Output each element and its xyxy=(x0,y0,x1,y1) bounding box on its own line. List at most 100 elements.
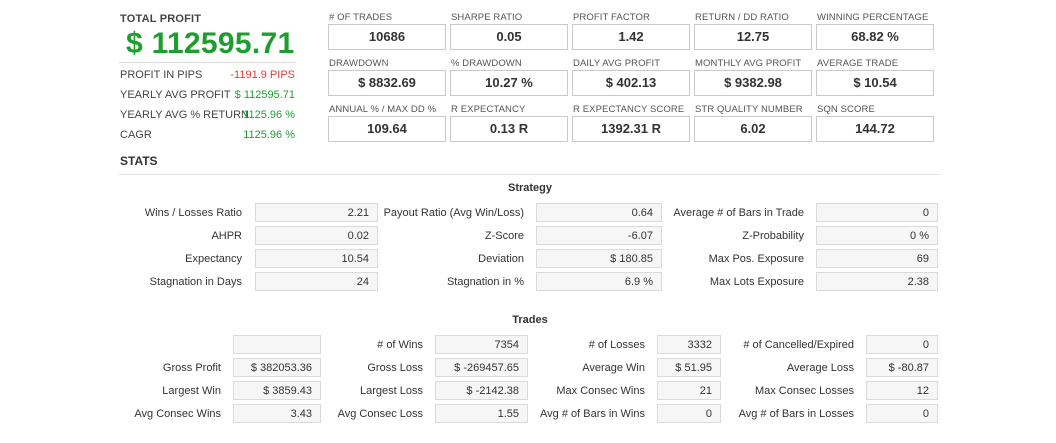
kpi-value: 10.27 % xyxy=(450,70,568,96)
kpi-label: WINNING PERCENTAGE xyxy=(817,12,929,23)
kpi-card-annual-max-dd: ANNUAL % / MAX DD % 109.64 xyxy=(328,104,446,148)
kpi-value: 10686 xyxy=(328,24,446,50)
kpi-card-monthly-avg-profit: MONTHLY AVG PROFIT $ 9382.98 xyxy=(694,58,812,102)
cagr-row: CAGR 1125.96 % xyxy=(120,129,295,147)
kpi-value: 12.75 xyxy=(694,24,812,50)
strategy-stat-label: Stagnation in Days xyxy=(149,276,242,288)
kpi-value: $ 8832.69 xyxy=(328,70,446,96)
kpi-label: ANNUAL % / MAX DD % xyxy=(329,104,437,115)
trades-stat-label: Gross Profit xyxy=(162,362,221,374)
strategy-stat-label: Z-Probability xyxy=(742,230,804,242)
strategy-stat-value: 24 xyxy=(255,272,378,291)
strategy-stat-label: Expectancy xyxy=(185,253,242,265)
trades-stat-value: 0 xyxy=(866,404,938,423)
trades-stat-label: Gross Loss xyxy=(367,362,423,374)
trades-section-title: Trades xyxy=(512,314,548,326)
total-profit-divider xyxy=(119,62,296,63)
yearly-avg-return-label: YEARLY AVG % RETURN xyxy=(120,109,249,121)
strategy-stat-label: Max Pos. Exposure xyxy=(708,253,804,265)
trades-stat-value: $ -269457.65 xyxy=(435,358,528,377)
trades-stat-value: 21 xyxy=(657,381,721,400)
strategy-stat-value: 10.54 xyxy=(255,249,378,268)
yearly-avg-profit-label: YEARLY AVG PROFIT xyxy=(120,89,231,101)
kpi-value: 68.82 % xyxy=(816,24,934,50)
strategy-stat-value: 2.21 xyxy=(255,203,378,222)
kpi-value: 1.42 xyxy=(572,24,690,50)
kpi-value: $ 402.13 xyxy=(572,70,690,96)
profit-in-pips-label: PROFIT IN PIPS xyxy=(120,69,203,81)
kpi-label: SHARPE RATIO xyxy=(451,12,523,23)
strategy-stat-label: Deviation xyxy=(478,253,524,265)
kpi-label: DAILY AVG PROFIT xyxy=(573,58,661,69)
kpi-card-average-trade: AVERAGE TRADE $ 10.54 xyxy=(816,58,934,102)
kpi-card-profit-factor: PROFIT FACTOR 1.42 xyxy=(572,12,690,56)
trades-stat-value: $ -80.87 xyxy=(866,358,938,377)
trades-stat-label xyxy=(21,335,221,355)
kpi-label: R EXPECTANCY SCORE xyxy=(573,104,685,115)
strategy-stat-value: 6.9 % xyxy=(536,272,662,291)
trades-stat-label: # of Losses xyxy=(588,339,645,351)
kpi-label: # OF TRADES xyxy=(329,12,393,23)
kpi-label: % DRAWDOWN xyxy=(451,58,522,69)
kpi-card-winning-percentage: WINNING PERCENTAGE 68.82 % xyxy=(816,12,934,56)
kpi-value: 144.72 xyxy=(816,116,934,142)
trades-stat-value: $ -2142.38 xyxy=(435,381,528,400)
trades-stat-value: 7354 xyxy=(435,335,528,354)
strategy-stat-label: Max Lots Exposure xyxy=(709,276,804,288)
kpi-card-r-expectancy-score: R EXPECTANCY SCORE 1392.31 R xyxy=(572,104,690,148)
total-profit-title: TOTAL PROFIT xyxy=(120,13,202,25)
yearly-avg-profit-value: $ 112595.71 xyxy=(234,89,295,101)
kpi-label: RETURN / DD RATIO xyxy=(695,12,789,23)
trades-stat-label: # of Wins xyxy=(377,339,423,351)
strategy-stat-value: $ 180.85 xyxy=(536,249,662,268)
kpi-card-daily-avg-profit: DAILY AVG PROFIT $ 402.13 xyxy=(572,58,690,102)
kpi-card-drawdown: DRAWDOWN $ 8832.69 xyxy=(328,58,446,102)
kpi-card-r-expectancy: R EXPECTANCY 0.13 R xyxy=(450,104,568,148)
trades-stat-value: $ 3859.43 xyxy=(233,381,321,400)
yearly-avg-return-row: YEARLY AVG % RETURN 1125.96 % xyxy=(120,109,295,127)
strategy-stat-label: Wins / Losses Ratio xyxy=(144,207,242,219)
trades-stat-value: 1.55 xyxy=(435,404,528,423)
kpi-label: DRAWDOWN xyxy=(329,58,389,69)
strategy-stat-label: Stagnation in % xyxy=(446,276,524,288)
trades-stat-label: Avg # of Bars in Wins xyxy=(540,408,645,420)
kpi-card-drawdown: % DRAWDOWN 10.27 % xyxy=(450,58,568,102)
kpi-value: 0.05 xyxy=(450,24,568,50)
kpi-value: 6.02 xyxy=(694,116,812,142)
trades-stat-label: Avg Consec Wins xyxy=(134,408,221,420)
strategy-stat-label: AHPR xyxy=(211,230,242,242)
strategy-section-title: Strategy xyxy=(507,182,553,194)
trades-stat-label: Average Win xyxy=(582,362,645,374)
profit-in-pips-value: -1191.9 PIPS xyxy=(230,69,295,81)
strategy-stat-label: Average # of Bars in Trade xyxy=(673,207,804,219)
trades-stat-label: Largest Win xyxy=(162,385,221,397)
yearly-avg-profit-row: YEARLY AVG PROFIT $ 112595.71 xyxy=(120,89,295,107)
strategy-stat-label: Payout Ratio (Avg Win/Loss) xyxy=(383,207,524,219)
trades-stat-label: # of Cancelled/Expired xyxy=(743,339,854,351)
strategy-stat-value: 69 xyxy=(816,249,938,268)
trades-stat-label: Avg # of Bars in Losses xyxy=(738,408,854,420)
trades-stat-value xyxy=(233,335,321,354)
trades-stat-label: Average Loss xyxy=(786,362,854,374)
yearly-avg-return-value: 1125.96 % xyxy=(243,109,295,121)
kpi-label: PROFIT FACTOR xyxy=(573,12,650,23)
kpi-card-of-trades: # OF TRADES 10686 xyxy=(328,12,446,56)
trades-stat-label: Largest Loss xyxy=(360,385,423,397)
kpi-value: 0.13 R xyxy=(450,116,568,142)
kpi-value: $ 9382.98 xyxy=(694,70,812,96)
trades-stat-label: Max Consec Wins xyxy=(556,385,645,397)
strategy-stat-label: Z-Score xyxy=(484,230,524,242)
kpi-label: AVERAGE TRADE xyxy=(817,58,899,69)
kpi-card-str-quality-number: STR QUALITY NUMBER 6.02 xyxy=(694,104,812,148)
total-profit-value: $ 112595.71 xyxy=(126,27,295,60)
strategy-stat-value: 0 % xyxy=(816,226,938,245)
trades-stat-label: Avg Consec Loss xyxy=(337,408,423,420)
trades-stat-value: $ 382053.36 xyxy=(233,358,321,377)
trades-stat-value: 3.43 xyxy=(233,404,321,423)
kpi-value: 1392.31 R xyxy=(572,116,690,142)
cagr-value: 1125.96 % xyxy=(243,129,295,141)
kpi-value: $ 10.54 xyxy=(816,70,934,96)
strategy-stat-value: 0.64 xyxy=(536,203,662,222)
trades-stat-value: $ 51.95 xyxy=(657,358,721,377)
kpi-card-return-dd-ratio: RETURN / DD RATIO 12.75 xyxy=(694,12,812,56)
